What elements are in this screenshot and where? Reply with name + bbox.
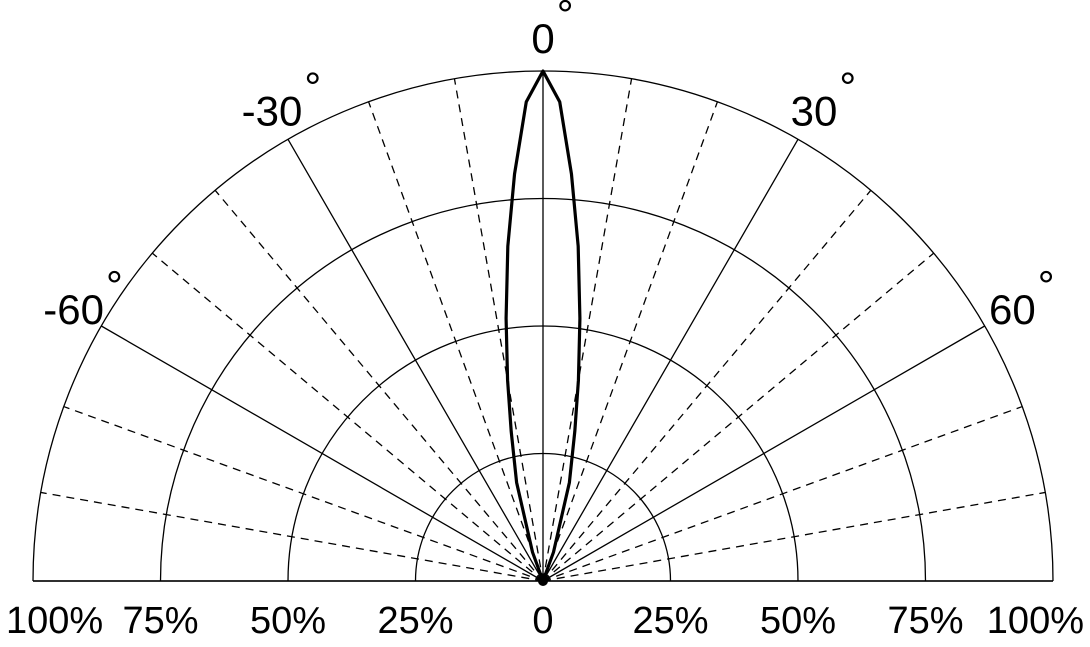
curve-layer: [504, 69, 582, 586]
radius-tick-label: 25%: [377, 600, 453, 642]
radius-tick-label: 75%: [122, 600, 198, 642]
radius-tick-label: 100%: [987, 600, 1084, 642]
spoke-minor: [214, 189, 544, 582]
spoke-minor: [542, 252, 935, 582]
spoke-minor: [542, 101, 719, 582]
spoke-major: [542, 325, 985, 582]
label-layer: -60°-30°0°30°60°100% 75% 50% 25% 0 25% 50% 75% 1…: [6, 0, 1084, 642]
spoke-minor: [453, 78, 544, 582]
spoke-minor: [151, 252, 544, 582]
degree-symbol: °: [106, 262, 123, 309]
grid-layer: [32, 70, 1054, 582]
angle-label: 60: [989, 286, 1036, 333]
radius-tick-label: 50%: [760, 600, 836, 642]
spoke-major: [287, 139, 544, 582]
degree-symbol: °: [304, 64, 321, 111]
radius-tick-label: 100%: [6, 600, 103, 642]
radius-tick-label: 0: [532, 600, 553, 642]
degree-symbol: °: [557, 0, 574, 38]
angle-label: 0: [531, 15, 554, 62]
spoke-minor: [542, 78, 633, 582]
spoke-minor: [40, 491, 544, 582]
radius-tick-label: 25%: [632, 600, 708, 642]
spoke-minor: [542, 491, 1046, 582]
spoke-major: [542, 139, 799, 582]
angle-label: 30: [791, 88, 838, 135]
spoke-minor: [542, 189, 872, 582]
radius-tick-label: 75%: [887, 600, 963, 642]
spoke-minor: [367, 101, 544, 582]
spoke-major: [101, 325, 544, 582]
pattern-curve: [504, 69, 582, 583]
spoke-minor: [542, 405, 1023, 582]
spoke-minor: [63, 405, 544, 582]
angle-label: -60: [43, 286, 104, 333]
degree-symbol: °: [839, 64, 856, 111]
origin-point: [538, 576, 548, 586]
angle-label: -30: [242, 88, 303, 135]
degree-symbol: °: [1038, 262, 1055, 309]
radius-tick-label: 50%: [250, 600, 326, 642]
